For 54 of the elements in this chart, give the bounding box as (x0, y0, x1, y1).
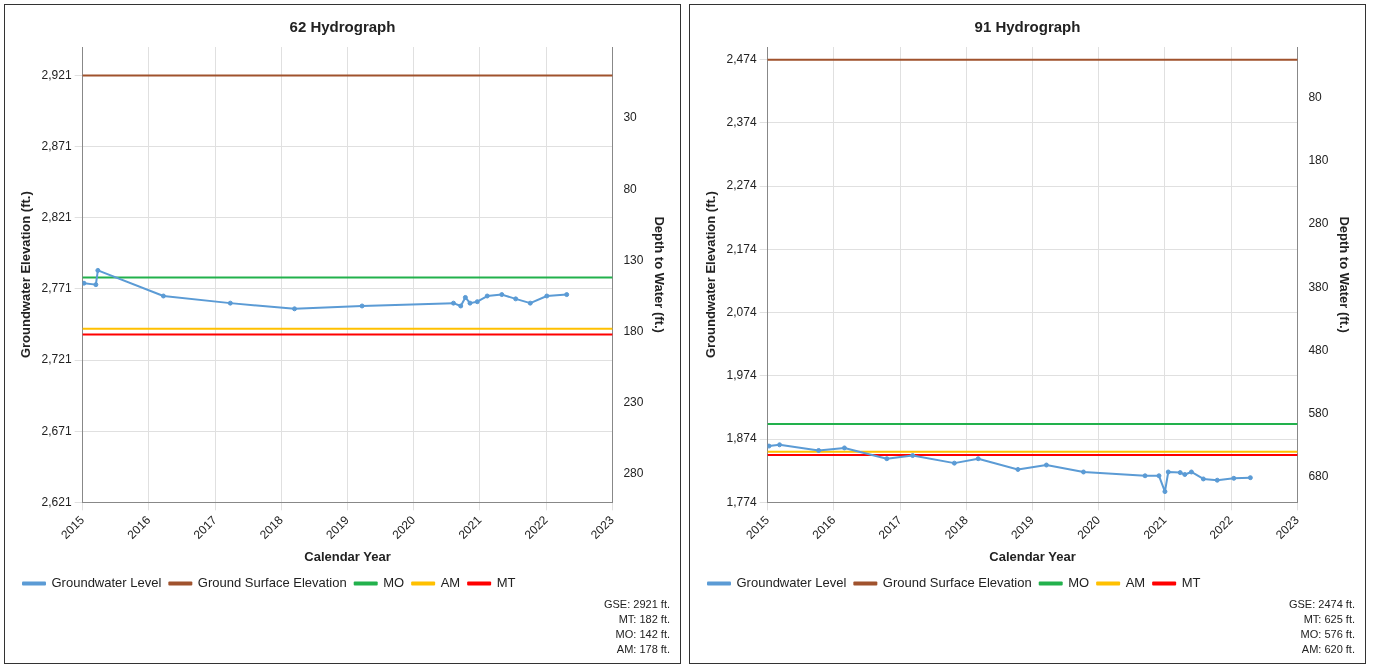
y2-tick-label: 580 (1308, 406, 1329, 421)
legend-label: AM (1125, 575, 1146, 591)
y2-tick-label: 130 (623, 252, 644, 267)
legend-label: MO (383, 575, 405, 591)
text: MT: 625 ft. (1302, 612, 1355, 627)
legend-label: Groundwater Level (736, 575, 847, 591)
legend-label: AM (440, 575, 461, 591)
text: MT: 182 ft. (617, 612, 670, 627)
y2-axis-title: Depth to Water (ft.) (1336, 216, 1352, 333)
text: AM: 620 ft. (1300, 642, 1355, 657)
y-tick-label: 2,474 (726, 51, 757, 66)
y2-tick-label: 280 (1308, 216, 1329, 231)
y-tick-label: 2,374 (726, 115, 757, 130)
legend-label: MO (1068, 575, 1090, 591)
y-tick-label: 2,074 (726, 304, 757, 319)
y-tick-label: 2,671 (41, 423, 72, 438)
legend-label: MT (496, 575, 516, 591)
y-tick-label: 2,771 (41, 281, 72, 296)
text: MO: 142 ft. (614, 627, 670, 642)
y-tick-label: 2,274 (726, 178, 757, 193)
y2-tick-label: 180 (623, 323, 644, 338)
y-axis-title: Groundwater Elevation (ft.) (18, 191, 34, 359)
y-tick-label: 1,874 (726, 431, 757, 446)
y-tick-label: 2,174 (726, 241, 757, 256)
y-tick-label: 1,774 (726, 494, 757, 509)
y-tick-label: 2,821 (41, 210, 72, 225)
text: GSE: 2921 ft. (603, 597, 670, 612)
y-tick-label: 1,974 (726, 368, 757, 383)
x-axis-title: Calendar Year (304, 548, 391, 564)
y-tick-label: 2,871 (41, 138, 72, 153)
y-tick-label: 2,721 (41, 352, 72, 367)
y2-tick-label: 680 (1308, 469, 1329, 484)
legend-label: Ground Surface Elevation (197, 575, 347, 591)
legend-label: Groundwater Level (51, 575, 162, 591)
text: AM: 178 ft. (615, 642, 670, 657)
y2-tick-label: 80 (1308, 89, 1323, 104)
chart-title: 91 Hydrograph (974, 18, 1081, 36)
legend-label: Ground Surface Elevation (882, 575, 1032, 591)
y2-tick-label: 30 (623, 110, 638, 125)
y2-axis-title: Depth to Water (ft.) (651, 216, 667, 333)
text: GSE: 2474 ft. (1288, 597, 1355, 612)
y2-tick-label: 280 (623, 466, 644, 481)
y2-tick-label: 380 (1308, 279, 1329, 294)
text: MO: 576 ft. (1299, 627, 1355, 642)
y2-tick-label: 480 (1308, 342, 1329, 357)
y-axis-title: Groundwater Elevation (ft.) (703, 191, 719, 359)
x-axis-title: Calendar Year (989, 548, 1076, 564)
y2-tick-label: 180 (1308, 153, 1329, 168)
legend-label: MT (1181, 575, 1201, 591)
y-tick-label: 2,621 (41, 494, 72, 509)
chart-title: 62 Hydrograph (289, 18, 396, 36)
y2-tick-label: 80 (623, 181, 638, 196)
y2-tick-label: 230 (623, 395, 644, 410)
y-tick-label: 2,921 (41, 67, 72, 82)
